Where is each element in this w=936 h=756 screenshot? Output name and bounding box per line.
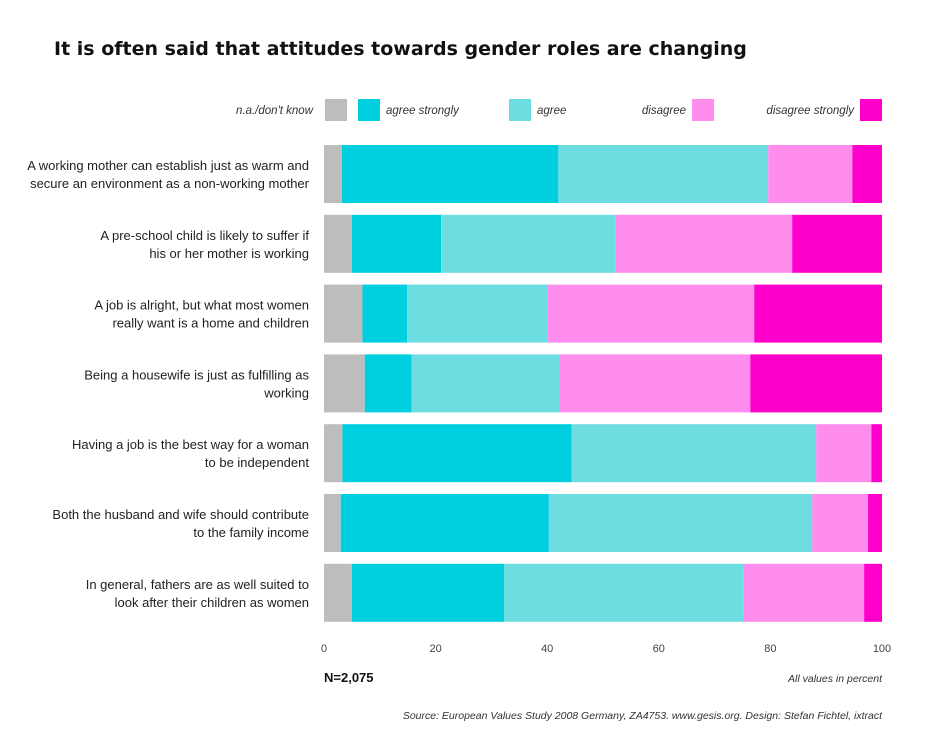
bar-row3-series3: [407, 284, 548, 343]
bar-row4-series4: [559, 354, 751, 413]
bar-row5-series4: [816, 424, 872, 483]
bar-row1-series5: [852, 145, 882, 203]
bars: [324, 145, 882, 622]
bar-row7-series2: [351, 563, 505, 622]
legend-swatch-disagree-strongly: [860, 99, 882, 121]
legend-swatch-agree-strongly: [358, 99, 380, 121]
bar-row5-series3: [571, 424, 817, 483]
bar-row3-series1: [324, 284, 363, 343]
unit-note: All values in percent: [787, 673, 883, 685]
bar-row7-series4: [743, 563, 865, 622]
legend: n.a./don't know agree strongly agree disagr…: [236, 99, 882, 121]
x-tick-20: 20: [429, 643, 441, 655]
bar-row2-series5: [792, 214, 882, 273]
bar-row6-series3: [548, 494, 813, 552]
category-label-6: Both the husband and wife should contrib…: [52, 507, 309, 540]
x-tick-60: 60: [653, 643, 665, 655]
legend-swatch-agree: [509, 99, 531, 121]
bar-row4-series2: [364, 354, 412, 413]
bar-row5-series5: [871, 424, 882, 483]
legend-label-agree: agree: [537, 105, 566, 117]
bar-row3-series4: [547, 284, 755, 343]
category-label-2: A pre-school child is likely to suffer i…: [100, 228, 309, 261]
bar-row6-series1: [324, 494, 341, 552]
bar-row1-series3: [558, 145, 769, 203]
bar-row1-series2: [341, 145, 559, 203]
bar-row2-series1: [324, 214, 352, 273]
x-tick-100: 100: [873, 643, 891, 655]
bar-row2-series2: [351, 214, 442, 273]
x-tick-0: 0: [321, 643, 327, 655]
bar-row6-series5: [868, 494, 882, 552]
bar-row4-series5: [750, 354, 882, 413]
bar-row3-series5: [754, 284, 882, 343]
legend-label-n-a-don-t-know: n.a./don't know: [236, 105, 314, 117]
legend-label-agree-strongly: agree strongly: [386, 105, 460, 117]
category-label-1: A working mother can establish just as w…: [27, 158, 309, 191]
bar-row1-series4: [768, 145, 853, 203]
bar-row2-series3: [441, 214, 616, 273]
bar-row2-series4: [615, 214, 793, 273]
legend-swatch-n-a-don-t-know: [325, 99, 347, 121]
x-tick-80: 80: [764, 643, 776, 655]
x-axis: 0 20 40 60 80 100: [321, 643, 891, 655]
bar-row5-series1: [324, 424, 343, 483]
category-labels: A working mother can establish just as w…: [27, 158, 309, 610]
bar-row6-series4: [812, 494, 869, 552]
bar-row5-series2: [342, 424, 572, 483]
bar-row6-series2: [340, 494, 549, 552]
legend-swatch-disagree: [692, 99, 714, 121]
bar-row1-series1: [324, 145, 342, 203]
x-tick-40: 40: [541, 643, 553, 655]
bar-row3-series2: [362, 284, 408, 343]
bar-row7-series1: [324, 563, 352, 622]
category-label-4: Being a housewife is just as fulfilling …: [84, 367, 309, 400]
bar-row4-series1: [324, 354, 365, 413]
chart-title: It is often said that attitudes towards …: [54, 38, 747, 60]
legend-label-disagree: disagree: [642, 105, 686, 117]
category-label-5: Having a job is the best way for a woman…: [72, 437, 309, 470]
bar-row7-series3: [504, 563, 744, 622]
sample-size: N=2,075: [324, 670, 374, 685]
legend-label-disagree-strongly: disagree strongly: [766, 105, 855, 117]
source-note: Source: European Values Study 2008 Germa…: [403, 710, 883, 722]
bar-row4-series3: [411, 354, 560, 413]
category-label-7: In general, fathers are as well suited t…: [86, 577, 309, 610]
bar-row7-series5: [864, 563, 882, 622]
category-label-3: A job is alright, but what most women rea…: [94, 298, 309, 331]
